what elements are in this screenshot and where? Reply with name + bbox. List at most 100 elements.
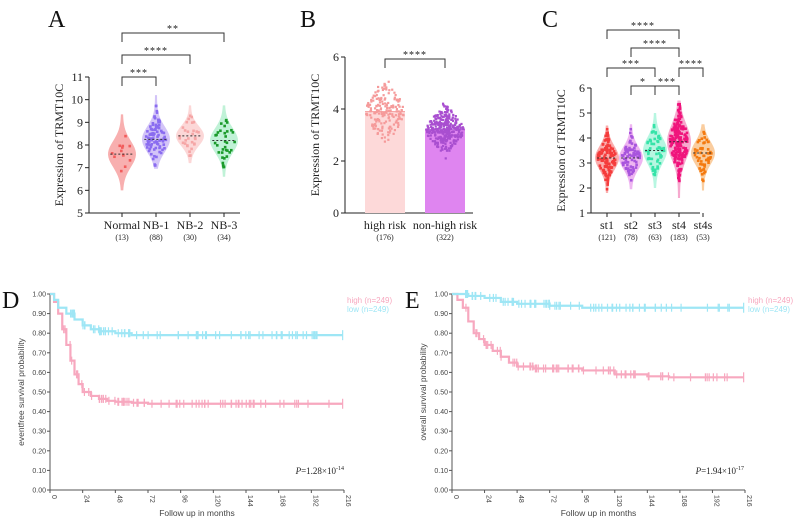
data-point — [455, 128, 458, 131]
data-point — [446, 111, 449, 114]
data-point — [444, 113, 447, 117]
data-point — [610, 151, 614, 155]
data-point — [375, 93, 378, 97]
data-point — [392, 132, 395, 135]
data-point — [659, 156, 662, 159]
data-point — [670, 140, 674, 143]
data-point — [448, 149, 451, 152]
data-point — [454, 122, 458, 125]
data-point — [145, 143, 149, 146]
data-point — [375, 104, 378, 107]
data-point — [400, 109, 403, 112]
data-point — [456, 138, 460, 141]
data-point — [657, 136, 660, 139]
data-point — [181, 141, 185, 145]
data-point — [128, 159, 132, 162]
data-point — [678, 105, 682, 108]
data-point — [191, 132, 194, 136]
data-point — [673, 138, 677, 142]
data-point — [187, 137, 190, 140]
data-point — [651, 169, 655, 172]
data-point — [395, 108, 399, 111]
data-point — [435, 115, 438, 118]
data-point — [649, 162, 653, 166]
data-point — [222, 165, 226, 169]
data-point — [609, 146, 613, 150]
data-point — [436, 113, 439, 117]
data-point — [375, 109, 379, 112]
x-tick-label: high risk — [364, 218, 406, 232]
data-point — [443, 111, 447, 114]
data-point — [384, 110, 388, 114]
data-point — [219, 122, 223, 125]
data-point — [383, 98, 386, 101]
y-tick-label: 0.40 — [434, 409, 448, 416]
data-point — [384, 120, 388, 123]
data-point — [684, 152, 688, 156]
data-point — [392, 115, 395, 119]
y-tick-label: 1.00 — [32, 292, 46, 299]
data-point — [702, 171, 706, 175]
data-point — [604, 158, 608, 161]
data-point — [149, 125, 152, 128]
data-point — [685, 131, 689, 135]
data-point — [678, 117, 682, 120]
data-point — [435, 121, 438, 124]
data-point — [608, 151, 612, 155]
data-point — [621, 161, 625, 165]
panel-d: D 0.00 0.10 0.20 0.30 0.40 0.50 0.60 0.70 0.80 0.9… — [2, 288, 392, 518]
legend-entry: low (n=249) — [748, 305, 790, 314]
data-point — [598, 164, 602, 168]
data-point — [161, 148, 164, 152]
data-point — [627, 171, 631, 174]
data-point — [696, 140, 700, 144]
data-point — [395, 98, 399, 101]
data-point — [452, 142, 455, 145]
data-point — [163, 146, 166, 150]
data-point — [217, 151, 221, 154]
data-point — [459, 126, 462, 129]
data-point — [147, 141, 150, 145]
data-point — [445, 149, 449, 152]
data-point — [383, 82, 386, 86]
data-point — [673, 128, 677, 132]
data-point — [451, 116, 454, 119]
data-point — [374, 127, 377, 130]
panel-e: E 0.00 0.10 0.20 0.30 0.40 0.50 0.60 0.70 0.80 0.9… — [405, 288, 793, 518]
data-point — [387, 109, 390, 112]
data-point — [369, 107, 373, 110]
data-point — [151, 137, 155, 140]
data-point — [456, 126, 459, 130]
data-point — [446, 130, 449, 133]
data-point — [148, 133, 152, 137]
data-point — [387, 138, 390, 141]
data-point — [448, 124, 451, 127]
data-point — [380, 96, 383, 100]
data-point — [623, 161, 627, 164]
data-point — [624, 166, 628, 170]
data-point — [647, 152, 650, 156]
data-point — [430, 125, 433, 129]
data-point — [655, 147, 659, 151]
data-point — [444, 119, 448, 122]
y-axis-label: Expression of TRMT10C — [308, 74, 322, 196]
y-tick-label: 11 — [71, 70, 83, 84]
data-point — [429, 130, 432, 133]
y-tick-label: 0.30 — [434, 429, 448, 436]
data-point — [694, 151, 697, 154]
data-point — [609, 154, 613, 157]
data-point — [685, 151, 688, 154]
data-point — [676, 164, 680, 168]
data-point — [380, 112, 383, 115]
group-count-label: (322) — [436, 233, 454, 242]
data-point — [461, 126, 464, 129]
data-point — [438, 116, 442, 120]
data-point — [151, 122, 155, 125]
data-point — [448, 126, 452, 129]
significance-label: *** — [622, 59, 640, 70]
data-point — [628, 139, 632, 143]
data-point — [672, 126, 676, 130]
data-point — [680, 155, 684, 159]
data-point — [448, 135, 451, 139]
data-point — [385, 109, 388, 112]
